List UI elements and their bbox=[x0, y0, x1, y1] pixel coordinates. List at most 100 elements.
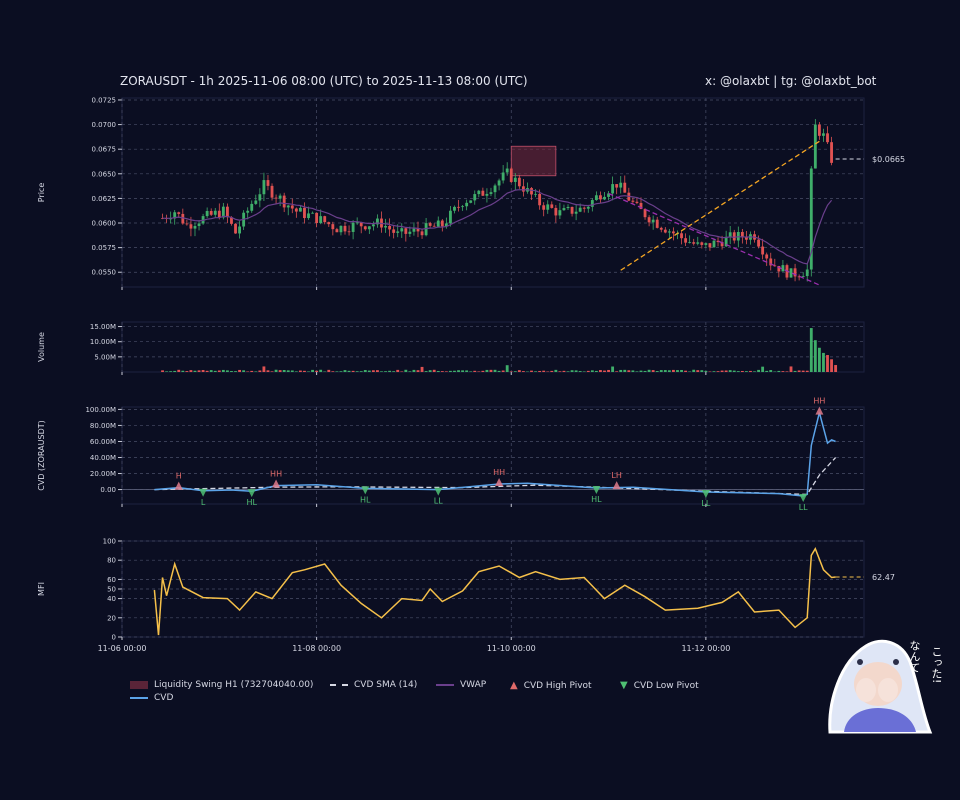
legend-item-vwap: VWAP bbox=[436, 680, 486, 690]
volume-bar bbox=[639, 370, 643, 372]
vwap-line bbox=[162, 189, 833, 265]
volume-bar bbox=[477, 371, 481, 372]
cvd-high-pivot-label: LH bbox=[611, 471, 621, 480]
volume-bar bbox=[619, 369, 623, 372]
volume-bar bbox=[355, 371, 359, 372]
candle-body bbox=[303, 207, 306, 219]
candle-body bbox=[359, 222, 363, 227]
mfi-ylabel: MFI bbox=[37, 582, 46, 596]
price-frame bbox=[121, 97, 865, 288]
volume-bar bbox=[400, 371, 404, 372]
candle-body bbox=[509, 168, 513, 182]
candle-body bbox=[246, 210, 250, 213]
candle-body bbox=[769, 258, 773, 266]
volume-bar bbox=[282, 369, 286, 372]
cvd-high-pivot-marker bbox=[815, 406, 824, 415]
volume-bar bbox=[607, 369, 610, 372]
legend-item-cvd-low: ▼ CVD Low Pivot bbox=[620, 680, 699, 691]
volume-bar bbox=[270, 371, 274, 372]
volume-bar bbox=[704, 370, 708, 372]
candle-body bbox=[404, 228, 408, 234]
volume-bar bbox=[234, 371, 237, 372]
volume-bar bbox=[550, 370, 554, 372]
volume-ytick-label: 15.00M bbox=[90, 323, 116, 331]
candle-body bbox=[217, 210, 221, 218]
legend-item-cvd-high: ▲ CVD High Pivot bbox=[510, 680, 592, 691]
candle-body bbox=[826, 133, 829, 143]
candle-body bbox=[339, 225, 343, 233]
trendline-down bbox=[608, 192, 820, 286]
volume-bar bbox=[761, 366, 765, 372]
candle-body bbox=[355, 222, 359, 224]
candle-body bbox=[432, 225, 436, 227]
volume-ytick-label: 5.00M bbox=[94, 353, 116, 361]
volume-bar bbox=[444, 371, 448, 372]
candle-body bbox=[400, 228, 404, 232]
legend-label-cvd-sma: CVD SMA (14) bbox=[354, 680, 418, 690]
cvd-sma-swatch bbox=[330, 684, 348, 686]
volume-bar bbox=[242, 370, 246, 372]
volume-bar bbox=[651, 370, 655, 372]
candle-body bbox=[728, 232, 732, 237]
candle-body bbox=[197, 223, 201, 227]
volume-spike-bar bbox=[834, 365, 838, 372]
candle-body bbox=[647, 217, 651, 223]
volume-bar bbox=[193, 370, 197, 372]
volume-bar bbox=[319, 369, 323, 372]
volume-bar bbox=[469, 371, 473, 372]
candle-body bbox=[298, 207, 302, 212]
volume-bar bbox=[205, 370, 209, 372]
volume-bar bbox=[692, 369, 696, 372]
volume-bar bbox=[724, 370, 728, 372]
volume-bar bbox=[740, 370, 744, 372]
cvd-high-pivot-marker bbox=[174, 481, 183, 490]
volume-bar bbox=[586, 370, 590, 372]
cvd-ytick-label: 0.00 bbox=[100, 486, 116, 494]
volume-bar bbox=[315, 370, 319, 372]
volume-bar bbox=[221, 369, 225, 372]
volume-bar bbox=[181, 370, 185, 372]
volume-bar bbox=[388, 370, 392, 372]
volume-bar bbox=[238, 369, 242, 372]
volume-spike-bar bbox=[813, 340, 817, 372]
volume-bar bbox=[542, 370, 546, 372]
cvd-low-pivot-label: LL bbox=[799, 503, 808, 512]
candle-body bbox=[226, 206, 229, 218]
volume-bar bbox=[728, 370, 732, 372]
mascot-caption-1: こった! bbox=[930, 646, 943, 684]
volume-bar bbox=[457, 370, 460, 372]
volume-bar bbox=[574, 370, 578, 372]
candle-body bbox=[817, 124, 821, 136]
volume-bar bbox=[635, 371, 639, 372]
volume-bar bbox=[371, 370, 375, 372]
candle-body bbox=[546, 204, 550, 210]
volume-bar bbox=[327, 369, 331, 372]
candle-body bbox=[388, 225, 392, 230]
candle-body bbox=[623, 182, 627, 193]
cvd-swatch bbox=[130, 697, 148, 699]
liquidity-swing-zone bbox=[510, 145, 557, 177]
candle-body bbox=[822, 133, 825, 136]
candle-body bbox=[521, 186, 525, 192]
volume-bar bbox=[303, 370, 306, 372]
candle-body bbox=[550, 204, 554, 208]
volume-bar bbox=[615, 371, 619, 372]
candle-body bbox=[562, 208, 566, 211]
volume-bar bbox=[197, 370, 201, 372]
candle-body bbox=[234, 223, 237, 234]
candle-body bbox=[461, 206, 465, 208]
candle-body bbox=[684, 238, 688, 243]
volume-bar bbox=[643, 370, 647, 372]
candle-body bbox=[659, 227, 663, 230]
volume-bar bbox=[594, 370, 598, 372]
candle-body bbox=[290, 205, 294, 209]
mfi-ytick-label: 50 bbox=[107, 586, 116, 594]
price-ytick-label: 0.0650 bbox=[92, 170, 117, 178]
candle-body bbox=[538, 193, 542, 206]
candle-body bbox=[307, 213, 310, 219]
candle-body bbox=[773, 265, 777, 267]
volume-spike-bar bbox=[817, 347, 821, 372]
volume-bar bbox=[753, 371, 756, 372]
candle-body bbox=[250, 203, 254, 211]
volume-bar bbox=[663, 370, 667, 372]
